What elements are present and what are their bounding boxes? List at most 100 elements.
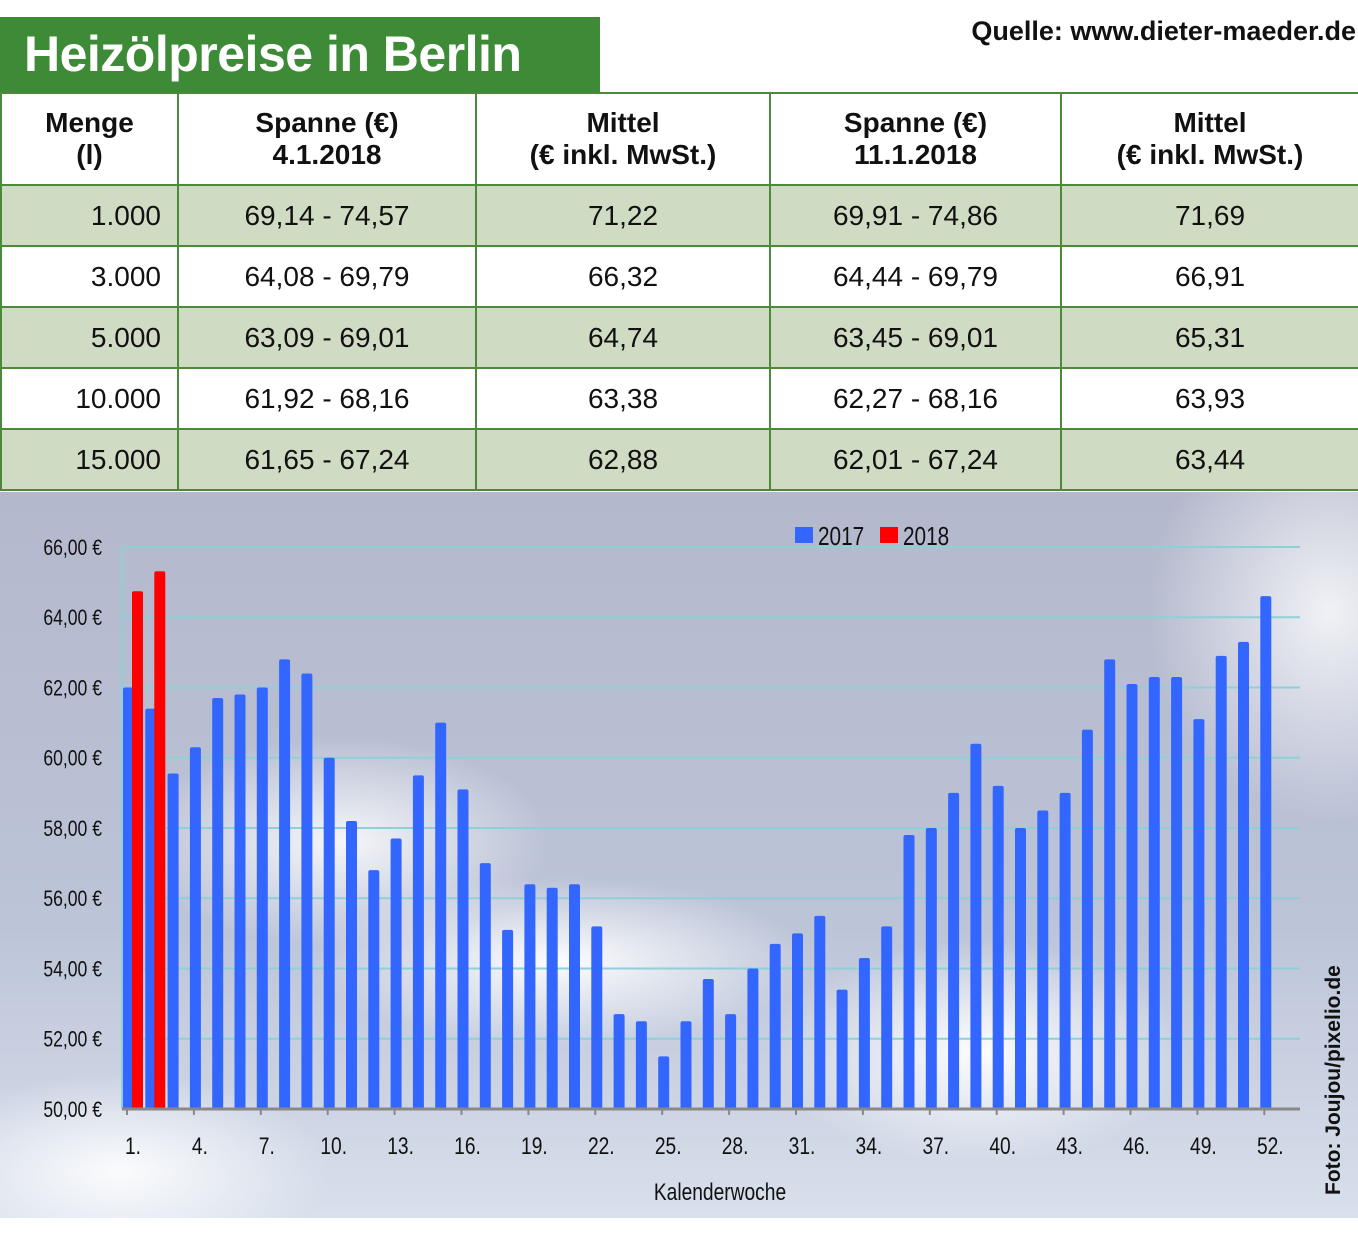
bar-2017-week-11 xyxy=(346,820,357,1109)
table-cell: 66,91 xyxy=(1060,245,1358,308)
price-table: Menge (l) Spanne (€) 4.1.2018 Mittel (€ inkl.… xyxy=(0,92,1358,491)
bar-2017-week-34 xyxy=(858,957,870,1109)
bar-2017-week-32 xyxy=(814,915,826,1109)
x-tick-label: 16. xyxy=(454,1132,481,1160)
bar-2017-week-46 xyxy=(1126,683,1138,1109)
column-header-line: (€ inkl. MwSt.) xyxy=(1116,139,1304,170)
bar-2017-week-17 xyxy=(479,863,491,1109)
bar-2017-week-25 xyxy=(658,1056,670,1109)
bar-2017-week-8 xyxy=(279,659,291,1109)
x-tick-label: 40. xyxy=(989,1132,1016,1160)
table-cell: 71,69 xyxy=(1060,184,1358,247)
y-tick-label: 64,00 € xyxy=(43,606,102,630)
bar-2017-week-26 xyxy=(680,1021,692,1109)
bar-2017-week-44 xyxy=(1081,729,1093,1109)
bar-2017-week-7 xyxy=(256,687,268,1109)
column-header: Mittel (€ inkl. MwSt.) xyxy=(475,92,771,186)
table-cell: 61,65 - 67,24 xyxy=(177,428,477,491)
bar-2017-week-28 xyxy=(725,1014,737,1109)
x-axis-title: Kalenderwoche xyxy=(654,1178,786,1206)
x-tick-label: 7. xyxy=(259,1132,275,1160)
x-tick-label: 1. xyxy=(125,1132,141,1160)
table-row: 1.000 69,14 - 74,57 71,22 69,91 - 74,86 71,6… xyxy=(0,184,1358,247)
y-tick-label: 56,00 € xyxy=(43,887,102,911)
column-header: Spanne (€) 11.1.2018 xyxy=(769,92,1062,186)
table-cell: 10.000 xyxy=(0,367,179,430)
table-cell: 62,27 - 68,16 xyxy=(769,367,1062,430)
table-cell: 1.000 xyxy=(0,184,179,247)
bar-2017-week-9 xyxy=(301,673,313,1109)
table-cell: 69,91 - 74,86 xyxy=(769,184,1062,247)
legend-swatch-2017 xyxy=(795,527,813,543)
bar-2017-week-29 xyxy=(747,968,759,1109)
table-cell: 63,45 - 69,01 xyxy=(769,306,1062,369)
table-cell: 63,09 - 69,01 xyxy=(177,306,477,369)
x-tick-label: 4. xyxy=(192,1132,208,1160)
x-tick-label: 49. xyxy=(1190,1132,1217,1160)
bar-2018-week-2 xyxy=(154,571,166,1109)
x-tick-label: 25. xyxy=(655,1132,682,1160)
table-row: 5.000 63,09 - 69,01 64,74 63,45 - 69,01 65,3… xyxy=(0,306,1358,369)
chart-title: Heizölpreise in Berlin xyxy=(0,17,600,92)
table-row: 3.000 64,08 - 69,79 66,32 64,44 - 69,79 66,9… xyxy=(0,245,1358,308)
x-tick-label: 19. xyxy=(521,1132,548,1160)
table-cell: 62,01 - 67,24 xyxy=(769,428,1062,491)
table-cell: 65,31 xyxy=(1060,306,1358,369)
bar-2017-week-2 xyxy=(145,708,157,1109)
table-header-row: Menge (l) Spanne (€) 4.1.2018 Mittel (€ inkl.… xyxy=(0,92,1358,186)
column-header: Menge (l) xyxy=(0,92,179,186)
table-cell: 61,92 - 68,16 xyxy=(177,367,477,430)
bar-2017-week-21 xyxy=(569,884,580,1109)
bar-2017-week-5 xyxy=(212,698,224,1109)
photo-credit: Foto: Joujou/pixelio.de xyxy=(1322,965,1345,1195)
column-header-line: Menge xyxy=(45,107,134,138)
x-tick-label: 28. xyxy=(722,1132,749,1160)
x-tick-label: 43. xyxy=(1056,1132,1083,1160)
bar-chart-svg: 50,00 € 52,00 € 54,00 € 56,00 € 58,00 € 60,00… xyxy=(43,522,1300,1206)
table-cell: 66,32 xyxy=(475,245,771,308)
bar-2017-week-48 xyxy=(1171,676,1183,1109)
y-tick-label: 52,00 € xyxy=(43,1028,102,1052)
bar-2017-week-35 xyxy=(881,926,893,1109)
table-cell: 71,22 xyxy=(475,184,771,247)
x-tick-label: 22. xyxy=(588,1132,615,1160)
legend-label-2017: 2017 xyxy=(818,522,864,551)
y-tick-label: 58,00 € xyxy=(43,817,102,841)
bar-2017-week-43 xyxy=(1059,792,1071,1109)
bar-2017-week-3 xyxy=(167,773,179,1109)
table-cell: 69,14 - 74,57 xyxy=(177,184,477,247)
table-cell: 64,08 - 69,79 xyxy=(177,245,477,308)
bar-2018-week-1 xyxy=(132,591,143,1109)
table-cell: 15.000 xyxy=(0,428,179,491)
table-row: 15.000 61,65 - 67,24 62,88 62,01 - 67,24 63,… xyxy=(0,428,1358,491)
x-tick-label: 13. xyxy=(387,1132,414,1160)
column-header: Spanne (€) 4.1.2018 xyxy=(177,92,477,186)
table-cell: 63,93 xyxy=(1060,367,1358,430)
x-tick-label: 34. xyxy=(856,1132,883,1160)
column-header-line: Mittel xyxy=(1173,107,1247,138)
bar-2017-week-15 xyxy=(435,722,447,1109)
bar-2017-week-24 xyxy=(635,1021,647,1109)
column-header-line: 4.1.2018 xyxy=(272,139,382,170)
bar-2017-week-37 xyxy=(925,828,937,1109)
y-tick-label: 50,00 € xyxy=(43,1098,102,1122)
bar-2017-week-27 xyxy=(702,979,714,1109)
column-header-line: Spanne (€) xyxy=(255,107,399,138)
bar-2017-week-42 xyxy=(1037,810,1049,1109)
table-cell: 63,38 xyxy=(475,367,771,430)
bar-2017-week-38 xyxy=(948,792,960,1109)
bar-2017-week-41 xyxy=(1015,828,1026,1109)
bar-2017-week-50 xyxy=(1215,655,1227,1109)
x-tick-label: 37. xyxy=(922,1132,949,1160)
table-cell: 5.000 xyxy=(0,306,179,369)
bar-2017-week-18 xyxy=(502,929,514,1109)
bar-2017-week-31 xyxy=(792,933,803,1109)
y-tick-label: 54,00 € xyxy=(43,958,102,982)
bar-2017-week-19 xyxy=(524,884,536,1109)
bar-2017-week-33 xyxy=(836,989,848,1109)
bar-2017-week-12 xyxy=(368,870,380,1109)
column-header-line: 11.1.2018 xyxy=(853,139,978,170)
column-header-line: Spanne (€) xyxy=(843,107,988,138)
column-header-line: (l) xyxy=(76,139,103,170)
bar-2017-week-22 xyxy=(591,926,603,1109)
